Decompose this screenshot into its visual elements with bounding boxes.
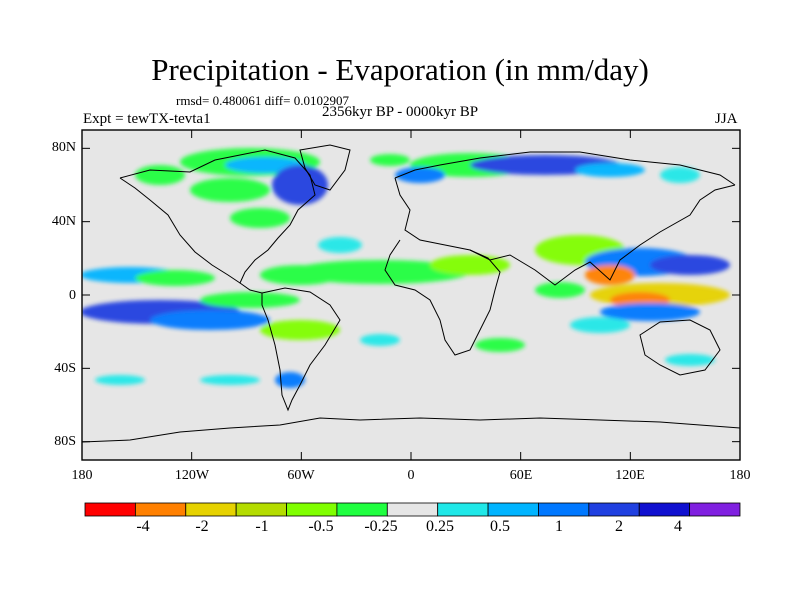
- colorbar-label: -1: [255, 518, 269, 535]
- colorbar-swatch: [235, 502, 287, 517]
- precip-evap-field: [82, 144, 740, 443]
- lon-label-60e: 60E: [509, 468, 533, 483]
- lat-label-80s: 80S: [54, 434, 76, 449]
- colorbar-label: 2: [615, 518, 623, 535]
- colorbar-label: 0.5: [490, 518, 510, 535]
- period-subtitle: 2356kyr BP - 0000kyr BP: [322, 104, 479, 120]
- colorbar-label: 0.25: [426, 518, 454, 535]
- lat-label-40s: 40S: [54, 361, 76, 376]
- colorbar-swatch: [386, 502, 439, 517]
- colorbar-label: -0.5: [308, 518, 334, 535]
- colorbar-swatch: [84, 502, 136, 517]
- season-label: JJA: [715, 111, 738, 127]
- colorbar-label: -4: [136, 518, 150, 535]
- colorbar-swatch: [185, 502, 237, 517]
- colorbar-swatch: [638, 502, 691, 517]
- colorbar-swatch: [538, 502, 590, 517]
- colorbar-label: -0.25: [364, 518, 398, 535]
- lat-label-equator: 0: [69, 288, 76, 303]
- colorbar-swatch: [588, 502, 640, 517]
- experiment-label: Expt = tewTX-tevta1: [83, 111, 211, 127]
- colorbar-label: -2: [195, 518, 209, 535]
- lon-label-60w: 60W: [287, 468, 315, 483]
- colorbar: [84, 502, 741, 517]
- plot-title: Precipitation - Evaporation (in mm/day): [151, 52, 649, 87]
- lon-label-180e: 180: [729, 468, 751, 483]
- lon-label-120w: 120W: [174, 468, 210, 483]
- colorbar-swatch: [336, 502, 388, 517]
- rmsd-diff-stats: rmsd= 0.480061 diff= 0.0102907: [176, 93, 349, 108]
- colorbar-swatch: [286, 502, 338, 517]
- colorbar-swatch: [487, 502, 539, 517]
- lon-label-0: 0: [407, 468, 415, 483]
- colorbar-swatch: [437, 502, 489, 517]
- colorbar-swatch: [689, 502, 741, 517]
- lat-label-40n: 40N: [51, 214, 76, 229]
- lon-label-120e: 120E: [615, 468, 645, 483]
- coastlines: [82, 144, 740, 443]
- lon-label-180w: 180: [71, 468, 93, 483]
- lat-label-80n: 80N: [51, 140, 76, 155]
- colorbar-swatch: [134, 502, 187, 517]
- axis-ticks: [81, 130, 741, 460]
- colorbar-label: 4: [674, 518, 682, 535]
- colorbar-label: 1: [555, 518, 563, 535]
